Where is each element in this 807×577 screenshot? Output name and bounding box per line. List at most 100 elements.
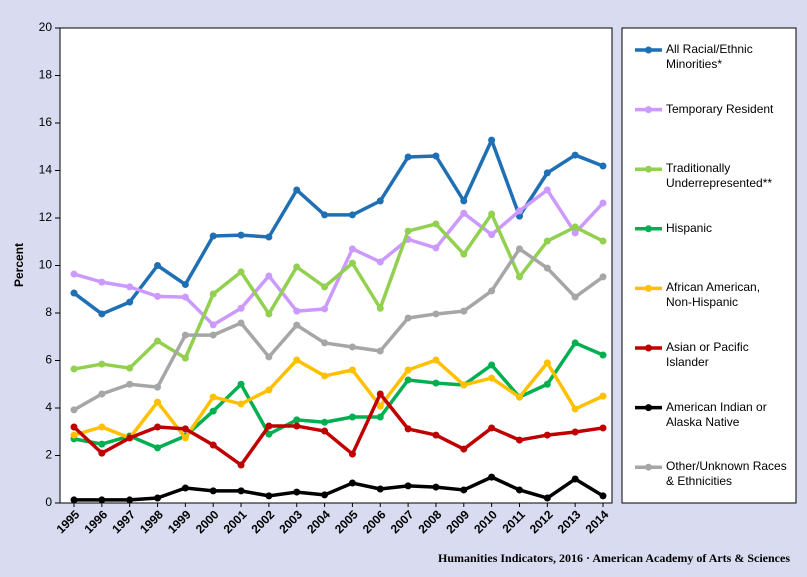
series-line xyxy=(73,212,604,371)
data-point xyxy=(237,461,245,469)
data-point xyxy=(460,209,468,217)
data-point xyxy=(265,492,273,500)
data-point xyxy=(237,231,245,239)
data-point xyxy=(321,427,329,435)
x-tick-label: 1996 xyxy=(81,507,110,536)
data-point xyxy=(460,250,468,258)
data-point xyxy=(181,281,189,288)
data-point xyxy=(126,434,134,442)
data-point xyxy=(376,197,384,205)
data-point xyxy=(98,360,106,368)
data-point xyxy=(376,413,384,421)
x-tick-label: 2001 xyxy=(221,507,250,536)
data-point xyxy=(321,305,329,313)
data-point xyxy=(98,310,106,318)
data-point xyxy=(293,263,301,271)
data-point xyxy=(599,351,607,359)
data-point xyxy=(404,153,412,161)
data-point xyxy=(543,431,551,439)
source-note: Humanities Indicators, 2016 · American A… xyxy=(438,551,790,565)
data-point xyxy=(432,310,440,318)
data-point xyxy=(515,436,523,444)
x-tick-label: 2012 xyxy=(527,507,556,536)
x-tick-label: 1998 xyxy=(137,507,166,536)
data-point xyxy=(126,283,134,291)
data-point xyxy=(348,343,356,351)
series-line xyxy=(73,247,605,412)
data-point xyxy=(404,376,412,384)
data-point xyxy=(432,483,440,491)
data-point xyxy=(488,424,496,432)
data-point xyxy=(376,347,384,355)
data-point xyxy=(348,245,356,253)
data-point xyxy=(543,186,551,194)
data-point xyxy=(348,413,356,421)
data-point xyxy=(293,356,301,364)
legend-marker xyxy=(645,344,652,352)
data-point xyxy=(376,390,384,398)
y-tick-label: 20 xyxy=(39,20,53,34)
data-point xyxy=(376,304,384,312)
data-point xyxy=(98,423,106,431)
data-point xyxy=(543,380,551,388)
data-point xyxy=(98,278,106,286)
data-point xyxy=(126,364,134,372)
data-point xyxy=(126,298,134,306)
data-point xyxy=(599,424,607,432)
legend-label: Other/Unknown Races & Ethnicities xyxy=(666,459,787,489)
data-point xyxy=(432,356,440,364)
x-tick-label: 2000 xyxy=(193,507,222,536)
data-point xyxy=(237,400,245,408)
legend-label: American Indian or Alaska Native xyxy=(666,399,767,429)
data-point xyxy=(460,197,468,205)
y-tick-label: 16 xyxy=(39,115,53,129)
x-tick-label: 2004 xyxy=(304,507,333,536)
data-point xyxy=(488,136,496,144)
legend-marker xyxy=(645,284,652,292)
data-point xyxy=(571,151,579,159)
series-line xyxy=(73,188,605,327)
data-point xyxy=(321,418,329,426)
data-point xyxy=(321,372,329,380)
data-point xyxy=(599,392,607,400)
data-point xyxy=(543,494,551,502)
data-point xyxy=(404,227,412,235)
data-point xyxy=(237,268,245,276)
series-line xyxy=(72,138,604,316)
data-point xyxy=(515,207,523,215)
data-point xyxy=(404,482,412,490)
data-point xyxy=(348,259,356,267)
y-tick-label: 2 xyxy=(45,448,52,462)
data-point xyxy=(265,422,273,430)
data-point xyxy=(293,307,301,315)
y-tick-label: 8 xyxy=(45,305,52,319)
legend-label: Hispanic xyxy=(666,220,713,235)
x-tick-label: 2007 xyxy=(388,507,417,536)
data-point xyxy=(599,162,607,170)
data-point xyxy=(348,366,356,374)
data-point xyxy=(126,496,134,504)
data-point xyxy=(348,450,356,458)
x-tick-label: 2008 xyxy=(416,507,445,536)
y-tick-label: 14 xyxy=(39,163,53,177)
data-point xyxy=(70,289,78,297)
x-tick-label: 1999 xyxy=(165,507,194,536)
data-point xyxy=(265,386,273,394)
legend-label: All Racial/Ethnic Minorities* xyxy=(666,42,753,71)
data-point xyxy=(265,430,273,438)
y-tick-label: 4 xyxy=(45,400,52,414)
data-point xyxy=(488,361,496,369)
data-point xyxy=(154,398,162,406)
data-point xyxy=(543,237,551,245)
data-point xyxy=(488,231,496,239)
x-tick-label: 2005 xyxy=(332,507,361,536)
x-tick-label: 2009 xyxy=(443,507,472,536)
data-point xyxy=(154,494,162,502)
legend-label: African American, Non-Hispanic xyxy=(666,280,761,310)
data-point xyxy=(432,379,440,387)
data-point xyxy=(209,487,217,495)
data-point xyxy=(571,428,579,436)
data-point xyxy=(432,431,440,439)
